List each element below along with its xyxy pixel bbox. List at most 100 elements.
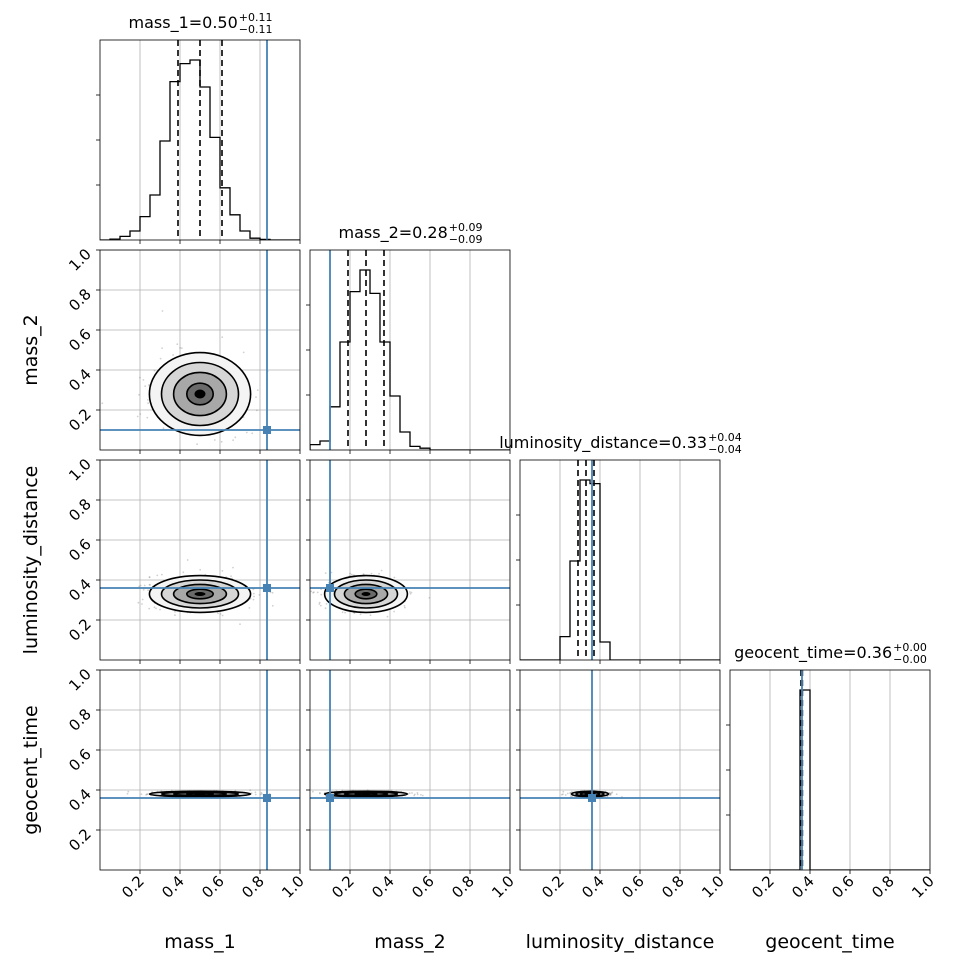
- sample-point: [271, 591, 274, 594]
- sample-point: [564, 794, 567, 796]
- sample-point: [609, 792, 612, 795]
- truth-marker: [326, 584, 334, 592]
- panel-title-luminosity_distance: luminosity_distance = 0.33 +0.04−0.04: [499, 431, 742, 456]
- title-plus: +0.04: [708, 431, 742, 444]
- title-equals: =: [399, 223, 412, 242]
- sample-point: [159, 608, 161, 611]
- sample-point: [344, 611, 346, 614]
- density-level: [361, 592, 371, 596]
- y-tick-label: 0.4: [65, 575, 95, 605]
- sample-point: [562, 793, 564, 796]
- title-median: 0.33: [671, 433, 707, 452]
- sample-point: [254, 791, 257, 794]
- panel-luminosity_distance-luminosity_distance: [516, 459, 721, 664]
- title-equals: =: [843, 643, 856, 662]
- sample-point: [413, 793, 416, 796]
- sample-point: [253, 595, 255, 598]
- sample-point: [232, 566, 234, 569]
- sample-point: [610, 792, 613, 794]
- contour-line: [333, 579, 399, 609]
- panel-luminosity_distance-geocent_time: 0.2 0.4 0.6 0.8 1.0: [516, 669, 728, 902]
- y-tick-label: 0.2: [65, 405, 95, 435]
- sample-point: [324, 607, 327, 610]
- truth-marker: [263, 426, 271, 434]
- sample-point: [146, 793, 149, 795]
- sample-point: [312, 591, 314, 594]
- panel-mass_2-mass_2: [306, 249, 511, 454]
- sample-point: [143, 584, 146, 587]
- y-axis-label-geocent_time: geocent_time: [20, 705, 42, 834]
- sample-point: [378, 572, 380, 575]
- contour-line: [148, 351, 252, 437]
- panel-mass_2-luminosity_distance: [306, 459, 511, 664]
- x-tick-label: 0.6: [618, 872, 648, 902]
- sample-point: [569, 791, 572, 794]
- x-tick-label: 0.8: [238, 872, 268, 902]
- sample-point: [313, 591, 315, 593]
- y-tick-label: 0.2: [65, 825, 95, 855]
- sample-point: [239, 623, 241, 626]
- density-level: [194, 592, 206, 596]
- title-plus: +0.00: [893, 641, 927, 654]
- x-tick-label: 1.0: [698, 872, 728, 902]
- sample-point: [148, 383, 151, 386]
- truth-marker: [263, 794, 271, 802]
- sample-point: [221, 336, 224, 338]
- sample-point: [172, 354, 175, 356]
- title-name: mass_1: [129, 13, 189, 33]
- sample-point: [408, 792, 411, 795]
- contour-line: [323, 574, 409, 614]
- contour-line: [172, 371, 228, 417]
- panel-content: [730, 670, 930, 870]
- sample-point: [609, 793, 612, 796]
- panel-frame: [99, 459, 301, 661]
- title-name: geocent_time: [734, 643, 843, 663]
- panel-content: [520, 670, 720, 870]
- contour-line: [354, 588, 378, 600]
- y-axis-label-luminosity_distance: luminosity_distance: [20, 466, 42, 655]
- sample-point: [353, 612, 356, 614]
- sample-point: [410, 591, 413, 594]
- sample-point: [359, 613, 362, 616]
- panel-title-mass_2: mass_2 = 0.28 +0.09−0.09: [339, 221, 483, 246]
- panel-frame: [99, 249, 301, 451]
- sample-point: [608, 792, 611, 795]
- title-median: 0.50: [202, 13, 238, 32]
- sample-point: [146, 793, 148, 796]
- sample-point: [196, 443, 199, 446]
- title-median: 0.36: [857, 643, 893, 662]
- sample-point: [145, 793, 148, 796]
- sample-point: [219, 613, 222, 615]
- contour-line: [148, 574, 252, 614]
- sample-point: [138, 585, 141, 588]
- sample-point: [139, 584, 142, 587]
- sample-point: [259, 793, 262, 796]
- sample-point: [147, 399, 149, 401]
- x-tick-label: 1.0: [278, 872, 308, 902]
- sample-point: [341, 611, 344, 614]
- sample-point: [316, 591, 319, 594]
- panel-title-mass_1: mass_1 = 0.50 +0.11−0.11: [129, 11, 273, 36]
- sample-point: [562, 790, 565, 793]
- sample-point: [141, 598, 144, 601]
- sample-point: [330, 571, 333, 574]
- sample-point: [569, 792, 572, 795]
- sample-point: [318, 603, 321, 605]
- title-equals: =: [658, 433, 671, 452]
- truth-marker: [588, 794, 596, 802]
- sample-point: [142, 379, 145, 381]
- sample-point: [232, 439, 235, 442]
- sample-point: [148, 576, 151, 578]
- sample-point: [148, 607, 151, 610]
- contour-line: [186, 382, 215, 406]
- title-median: 0.28: [412, 223, 448, 242]
- x-tick-label: 1.0: [908, 872, 938, 902]
- sample-point: [161, 310, 164, 312]
- x-tick-label: 0.6: [828, 872, 858, 902]
- sample-point: [234, 436, 237, 439]
- sample-point: [101, 402, 104, 405]
- sample-point: [186, 559, 189, 561]
- sample-point: [146, 416, 149, 419]
- sample-point: [608, 794, 611, 796]
- sample-point: [153, 606, 156, 609]
